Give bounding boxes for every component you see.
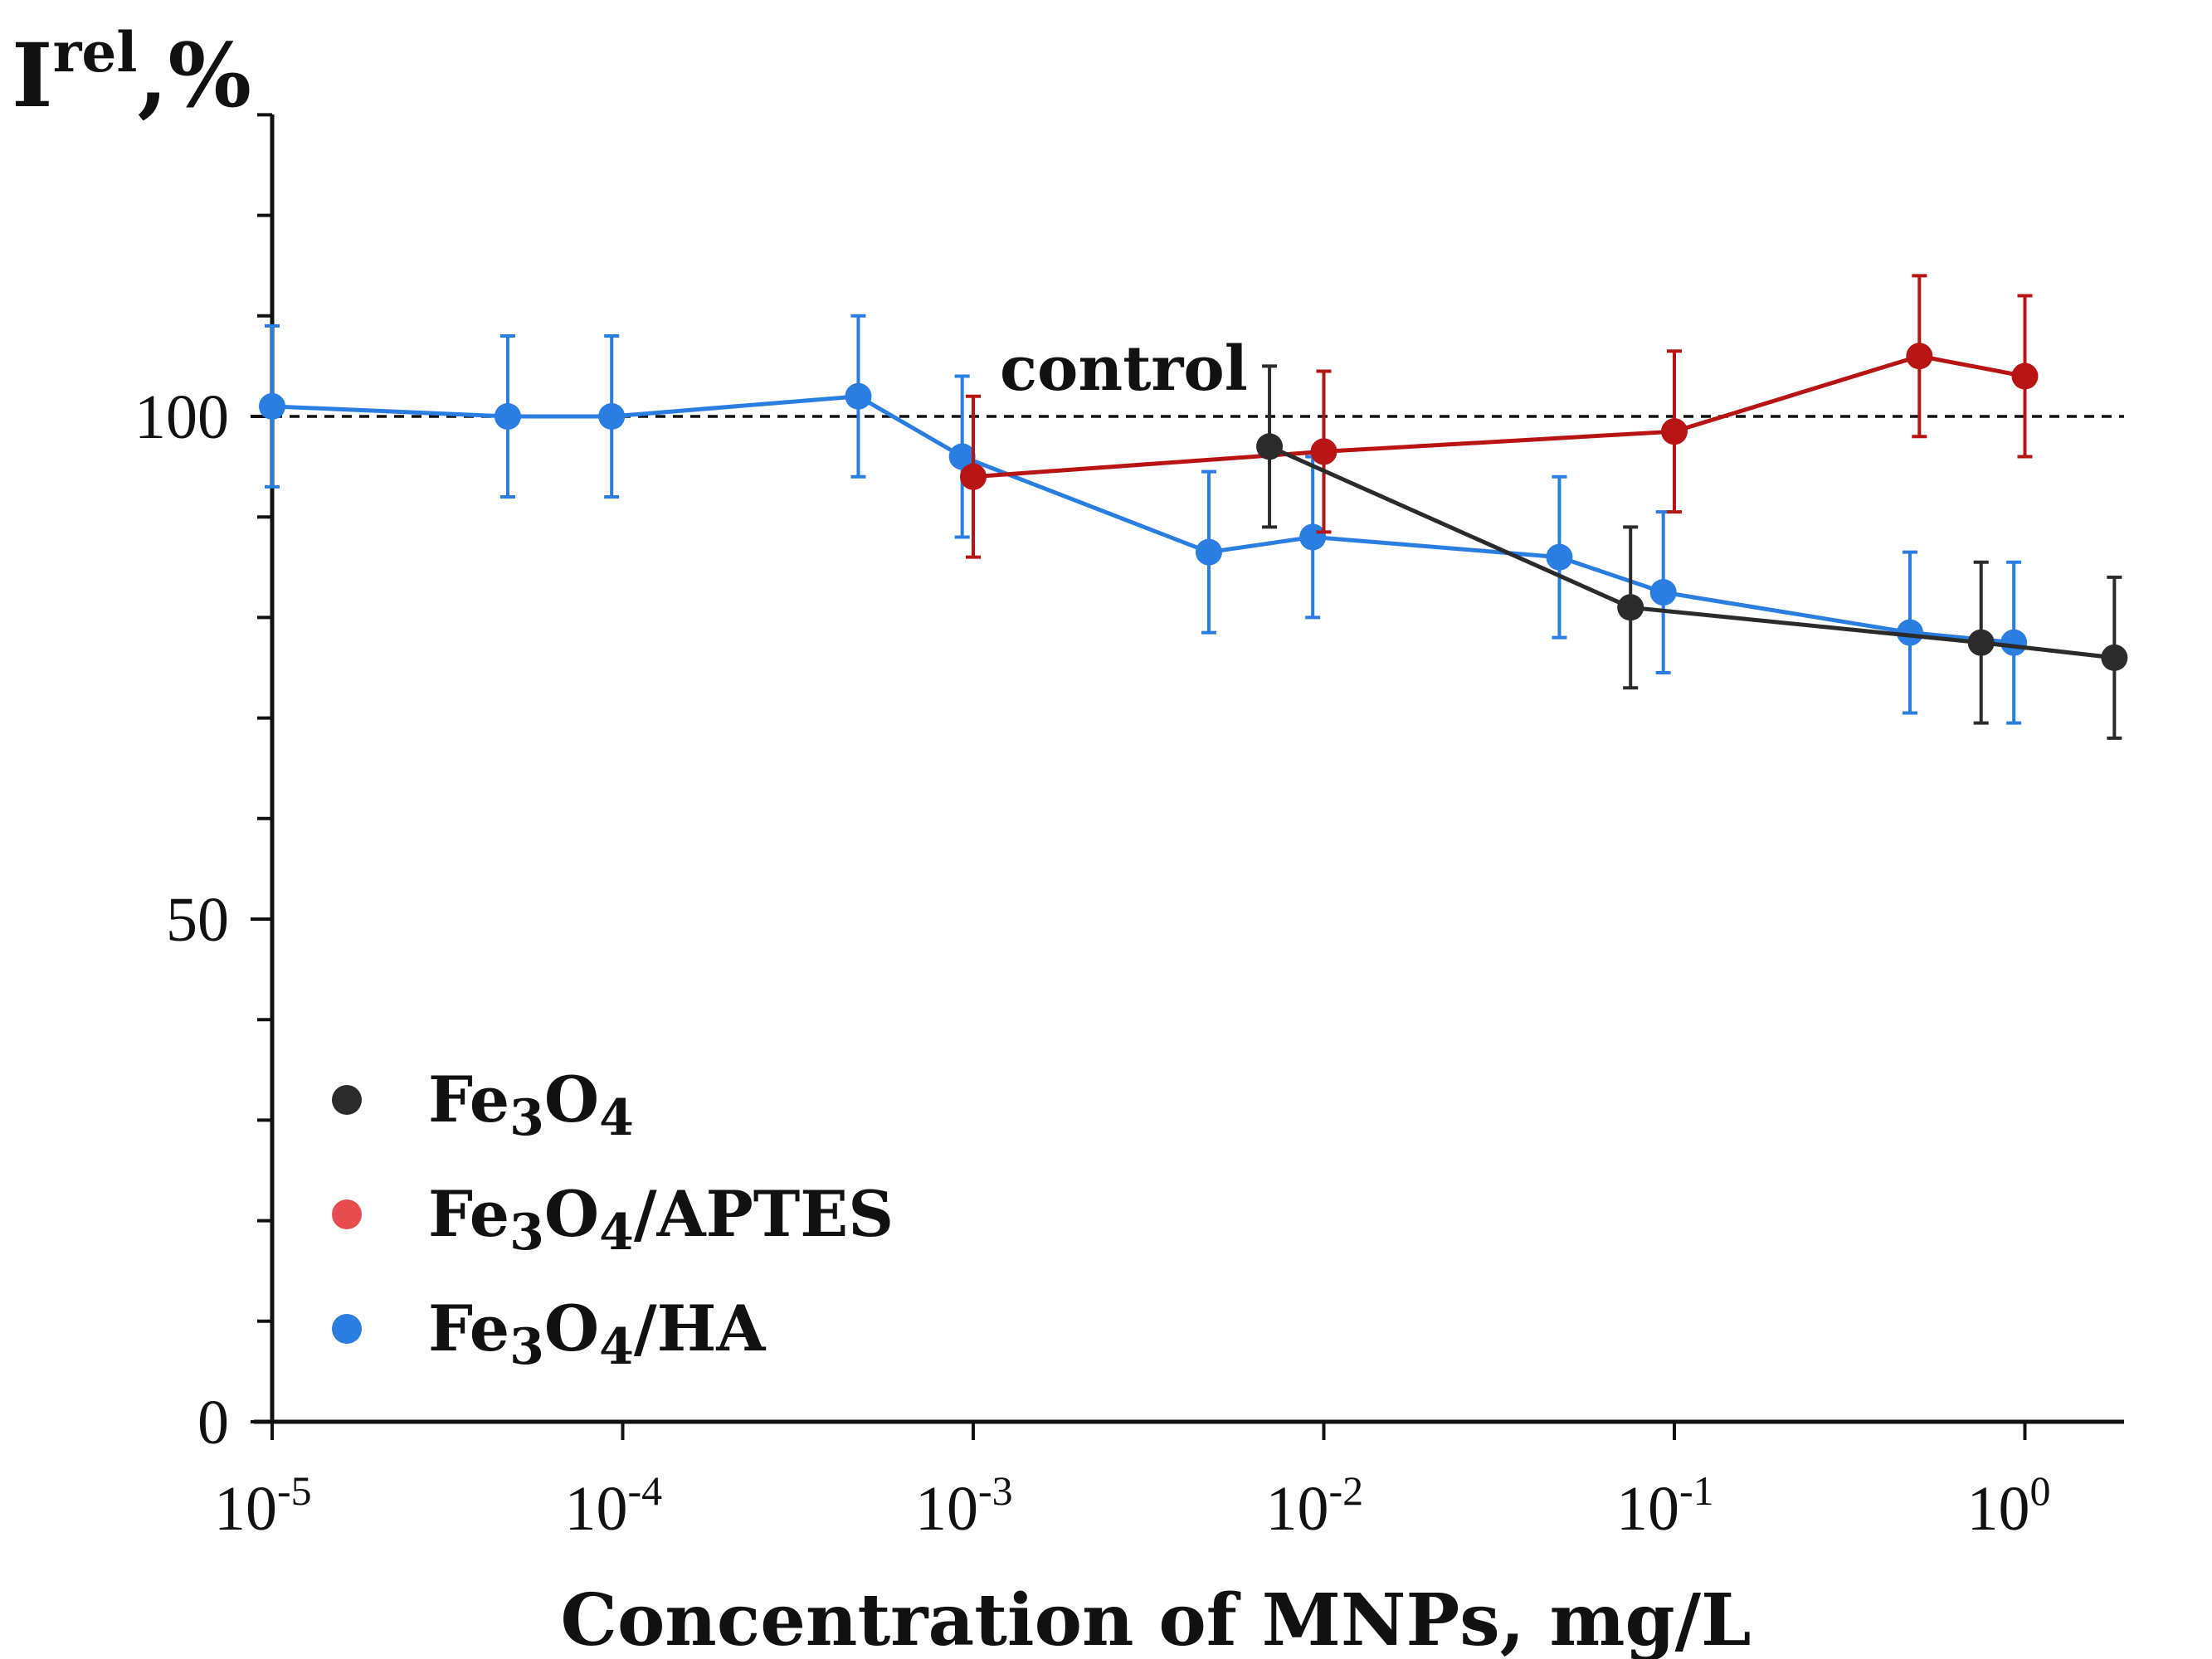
data-point — [1310, 438, 1337, 465]
legend-label-subscript: 4 — [599, 1318, 634, 1376]
legend-item: Fe3O4/HA — [332, 1292, 766, 1376]
x-tick-label: 10-1 — [1616, 1467, 1714, 1544]
data-point — [845, 382, 872, 410]
legend-label-part: /APTES — [634, 1177, 894, 1251]
x-tick-exponent: -3 — [978, 1467, 1013, 1514]
x-tick-label: 10-4 — [565, 1467, 663, 1544]
data-point — [1617, 594, 1644, 621]
legend-marker — [332, 1314, 362, 1344]
legend-label-subscript: 3 — [509, 1204, 544, 1262]
x-tick-label: 10-5 — [214, 1467, 312, 1544]
y-axis-label-sup: rel — [53, 20, 138, 85]
legend-label: Fe3O4/APTES — [428, 1177, 894, 1262]
data-point — [948, 443, 976, 470]
x-tick-exponent: -4 — [628, 1467, 663, 1514]
x-tick-base: 10 — [1616, 1474, 1679, 1544]
data-point — [960, 463, 987, 490]
legend-label-part: /HA — [634, 1292, 767, 1365]
data-point — [2000, 629, 2028, 656]
data-point — [2101, 644, 2128, 671]
x-ticks: 10-5 10-4 10-3 10-2 10-1 100 — [214, 1422, 2051, 1544]
legend-label-subscript: 3 — [509, 1089, 544, 1147]
x-tick-base: 10 — [915, 1474, 978, 1544]
data-point — [1896, 619, 1923, 646]
legend-label-part: O — [544, 1063, 599, 1136]
y-tick-label: 0 — [197, 1388, 229, 1457]
x-tick-exponent: -1 — [1679, 1467, 1714, 1514]
series-line — [1269, 445, 2115, 660]
legend-label-subscript: 3 — [509, 1318, 544, 1376]
data-point — [1256, 433, 1284, 460]
series-layer — [259, 274, 2128, 740]
data-point — [1299, 523, 1327, 551]
x-tick-exponent: 0 — [2030, 1467, 2051, 1514]
data-point — [1546, 543, 1573, 571]
legend-label-subscript: 4 — [599, 1204, 634, 1262]
y-axis-label-suffix: ,% — [137, 23, 251, 127]
y-axis-label: Irel,% — [12, 20, 251, 127]
legend-label: Fe3O4/HA — [428, 1292, 766, 1376]
x-tick-base: 10 — [1266, 1474, 1329, 1544]
x-tick-label: 10-2 — [1266, 1467, 1364, 1544]
data-point — [494, 403, 521, 430]
series-fe3o4-aptes — [960, 274, 2039, 559]
legend-item: Fe3O4/APTES — [332, 1177, 894, 1262]
data-point — [259, 392, 285, 420]
x-tick-label: 10-3 — [915, 1467, 1013, 1544]
legend-label-part: Fe — [428, 1063, 509, 1136]
data-point — [1967, 629, 1995, 656]
legend-label-part: Fe — [428, 1177, 509, 1251]
x-tick-base: 10 — [565, 1474, 628, 1544]
legend-marker — [332, 1199, 362, 1229]
data-point — [2011, 362, 2039, 390]
control-label: control — [1000, 333, 1248, 405]
data-point — [1661, 418, 1688, 445]
x-tick-exponent: -2 — [1329, 1467, 1364, 1514]
legend-label-part: O — [544, 1292, 599, 1365]
legend-item: Fe3O4 — [332, 1063, 634, 1147]
legend-label: Fe3O4 — [428, 1063, 634, 1147]
x-tick-base: 10 — [214, 1474, 277, 1544]
data-point — [598, 403, 626, 430]
legend-label-part: O — [544, 1177, 599, 1251]
legend-marker — [332, 1085, 362, 1115]
data-point — [1649, 579, 1677, 606]
x-tick-base: 10 — [1967, 1474, 2030, 1544]
series-fe3o4-ha — [259, 314, 2028, 725]
series-line — [271, 394, 2015, 645]
data-point — [1195, 538, 1222, 566]
x-axis-label: Concentration of MNPs, mg/L — [561, 1579, 1752, 1659]
legend-label-part: Fe — [428, 1292, 509, 1365]
y-tick-label: 50 — [166, 885, 229, 955]
x-tick-exponent: -5 — [277, 1467, 312, 1514]
y-tick-label: 100 — [134, 382, 229, 452]
series-fe3o4 — [1256, 364, 2128, 740]
x-tick-label: 100 — [1967, 1467, 2051, 1544]
legend-label-subscript: 4 — [599, 1089, 634, 1147]
y-axis-label-base: I — [12, 23, 53, 127]
y-ticks: 0 50 100 — [134, 113, 272, 1457]
data-point — [1906, 343, 1933, 370]
